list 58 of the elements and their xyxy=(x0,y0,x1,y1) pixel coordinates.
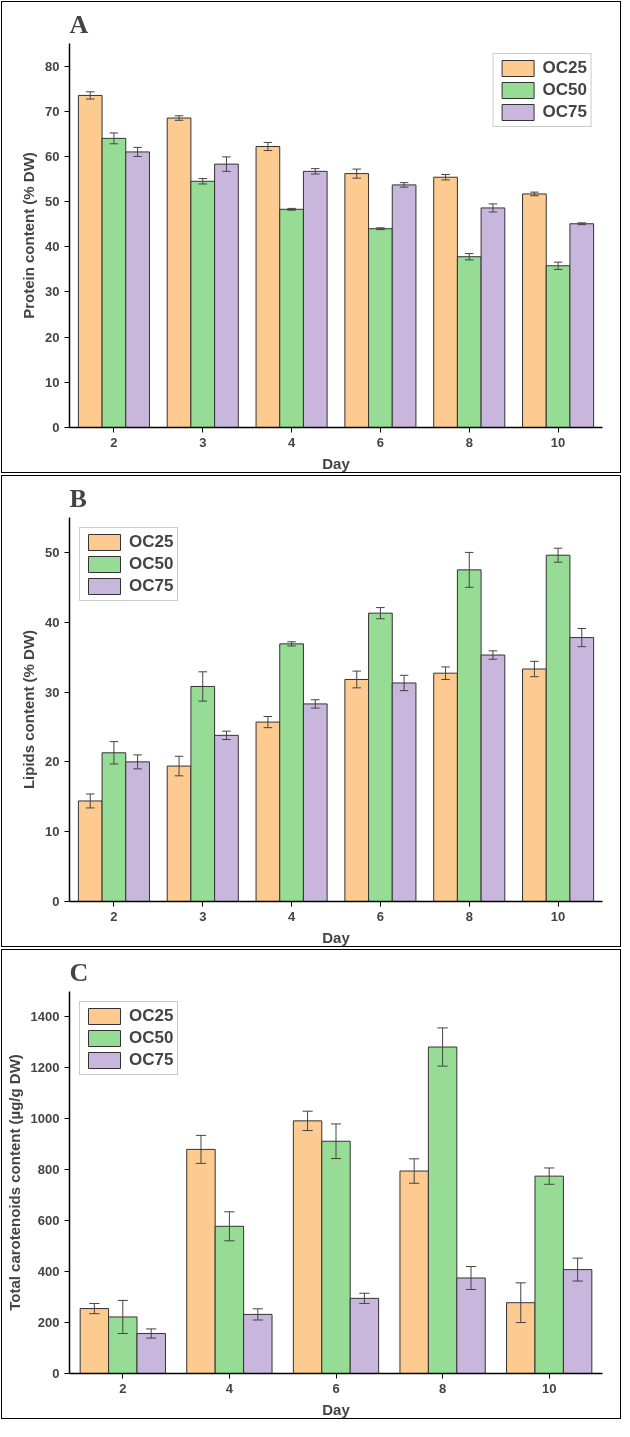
y-tick-label: 40 xyxy=(45,239,60,255)
x-axis-title: Day xyxy=(322,454,351,472)
legend-label: OC50 xyxy=(542,80,587,100)
y-tick-label: 30 xyxy=(45,684,60,700)
x-tick-label: 2 xyxy=(110,434,118,450)
y-tick-label: 200 xyxy=(37,1315,60,1331)
x-tick-label: 4 xyxy=(287,908,296,924)
y-tick-label: 0 xyxy=(52,1366,60,1381)
y-tick-label: 30 xyxy=(45,284,60,300)
chart-title: C xyxy=(69,957,89,987)
legend-label: OC75 xyxy=(129,576,174,596)
legend-label: OC25 xyxy=(129,1006,174,1026)
x-tick-label: 3 xyxy=(199,908,207,924)
y-tick-label: 40 xyxy=(45,614,60,630)
y-tick-label: 1000 xyxy=(30,1111,60,1127)
y-tick-label: 50 xyxy=(45,544,60,560)
y-tick-label: 1200 xyxy=(30,1060,60,1076)
legend-label: OC25 xyxy=(129,532,174,552)
y-tick-label: 20 xyxy=(45,329,60,345)
y-axis-title: Total carotenoids content (µg/g DW) xyxy=(5,1054,23,1311)
legend-label: OC50 xyxy=(129,1028,174,1048)
chart-title: B xyxy=(69,483,87,513)
y-tick-label: 600 xyxy=(37,1213,60,1229)
y-tick-label: 80 xyxy=(45,58,60,74)
y-tick-label: 70 xyxy=(45,103,60,119)
y-tick-label: 10 xyxy=(45,374,60,390)
x-tick-label: 2 xyxy=(110,908,118,924)
x-axis-title: Day xyxy=(322,928,351,946)
x-tick-label: 3 xyxy=(199,434,207,450)
y-tick-label: 20 xyxy=(45,754,60,770)
x-axis-title: Day xyxy=(322,1400,351,1418)
y-tick-label: 800 xyxy=(37,1162,60,1178)
y-tick-label: 0 xyxy=(52,420,60,435)
x-tick-label: 6 xyxy=(376,434,385,450)
y-tick-label: 1400 xyxy=(30,1009,60,1025)
legend-label: OC25 xyxy=(542,58,587,78)
y-tick-label: 60 xyxy=(45,148,60,164)
x-tick-label: 6 xyxy=(376,908,385,924)
chart-title: A xyxy=(69,9,89,39)
y-tick-label: 0 xyxy=(52,894,60,909)
x-tick-label: 8 xyxy=(438,1380,447,1396)
y-axis-title: Protein content (% DW) xyxy=(20,152,38,319)
legend-label: OC75 xyxy=(542,102,587,122)
x-tick-label: 8 xyxy=(465,434,473,450)
y-tick-label: 400 xyxy=(37,1264,60,1280)
legend-label: OC75 xyxy=(129,1050,174,1070)
x-tick-label: 4 xyxy=(225,1380,234,1396)
y-axis-title: Lipids content (% DW) xyxy=(20,629,38,790)
x-tick-label: 6 xyxy=(332,1380,340,1396)
x-tick-label: 2 xyxy=(119,1380,127,1396)
x-tick-label: 10 xyxy=(550,908,566,924)
x-tick-label: 8 xyxy=(465,908,473,924)
legend-label: OC50 xyxy=(129,554,174,574)
x-tick-label: 10 xyxy=(541,1380,557,1396)
y-tick-label: 10 xyxy=(45,824,60,840)
y-tick-label: 50 xyxy=(45,194,60,210)
x-tick-label: 10 xyxy=(550,434,566,450)
x-tick-label: 4 xyxy=(287,434,296,450)
